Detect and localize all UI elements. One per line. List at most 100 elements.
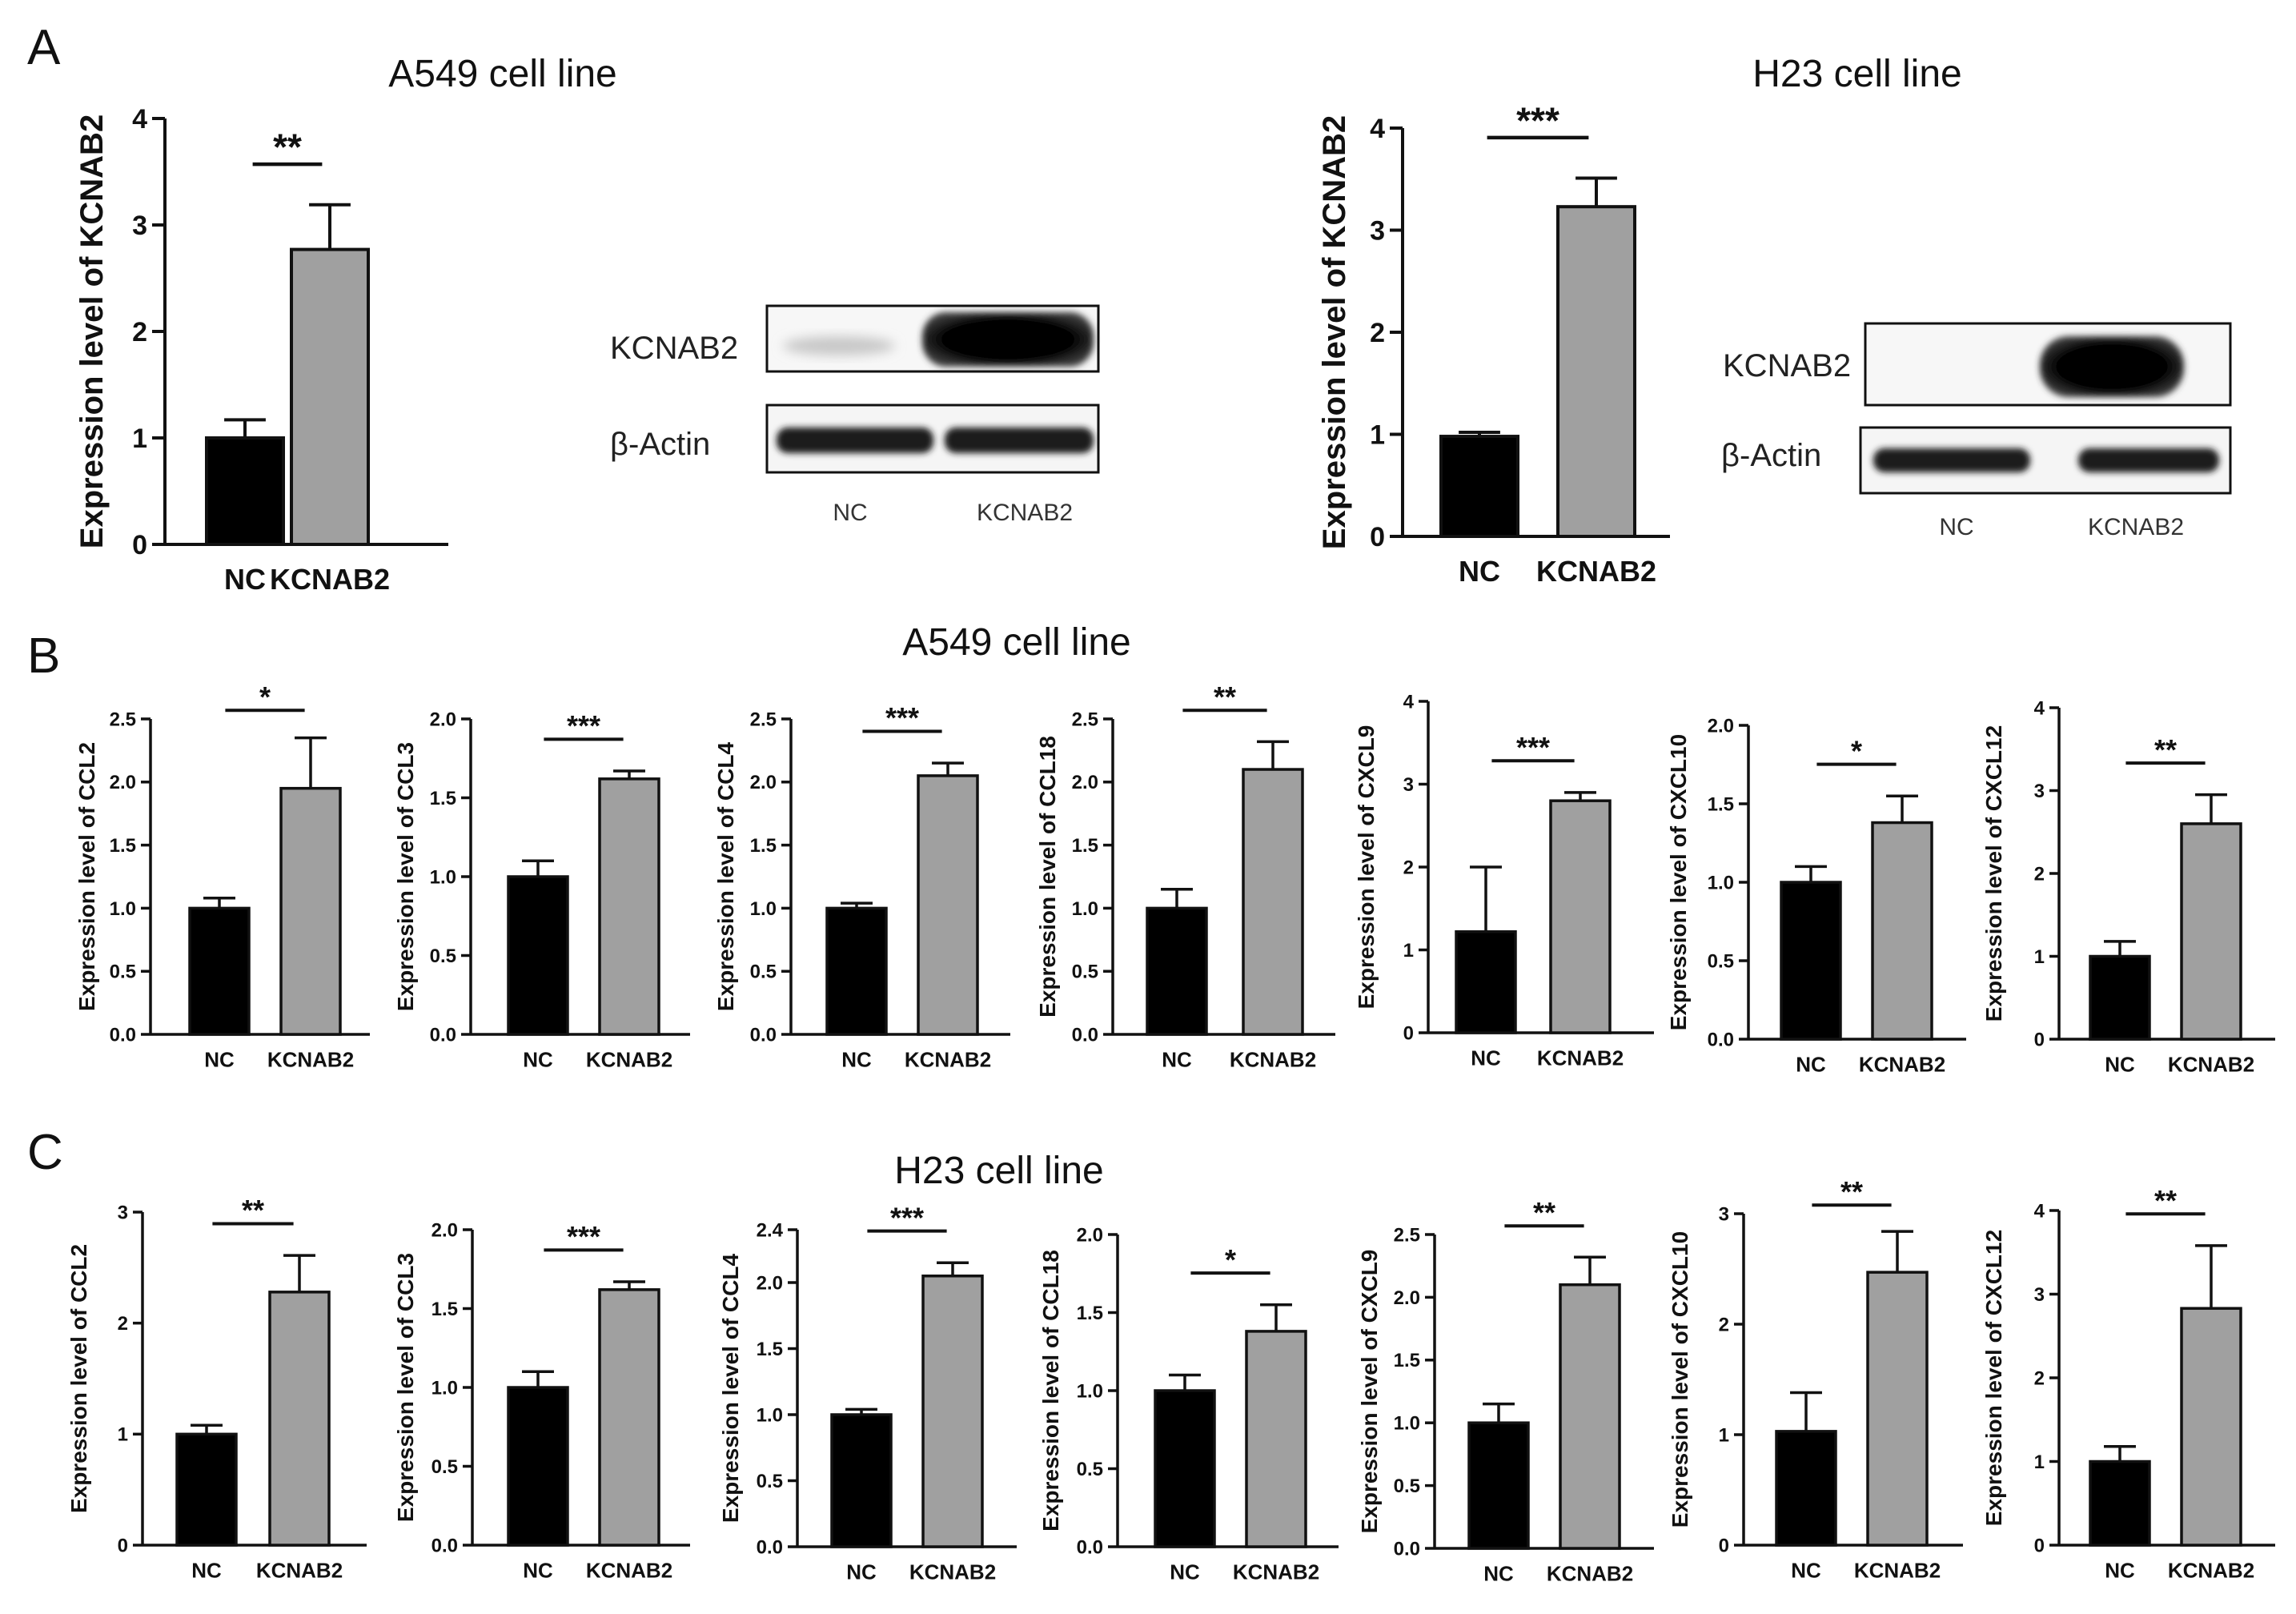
y-tick-label: 2.5 bbox=[1394, 1224, 1420, 1246]
significance-label: ** bbox=[1533, 1196, 1555, 1229]
y-tick-label: 1 bbox=[132, 424, 147, 454]
title-h23-top: H23 cell line bbox=[1752, 53, 1961, 95]
category-label-kcnab2: KCNAB2 bbox=[270, 563, 390, 596]
category-label-kcnab2: KCNAB2 bbox=[1230, 1047, 1316, 1071]
blot-band-kcnab2 bbox=[922, 312, 1094, 367]
y-tick-label: 3 bbox=[1370, 215, 1385, 246]
blot-lane-nc: NC bbox=[1939, 514, 1973, 540]
y-tick-label: 1.5 bbox=[750, 835, 777, 857]
y-tick-label: 1 bbox=[1370, 420, 1385, 450]
bar-kcnab2 bbox=[1871, 821, 1933, 1041]
bar-nc bbox=[825, 906, 888, 1036]
bar-kcnab2 bbox=[1556, 205, 1636, 538]
chart-b-ccl4: 0.0 0.5 1.0 1.5 2.0 2.5 Expression level of CC… bbox=[713, 701, 1010, 1071]
y-tick-label: 4 bbox=[2034, 1200, 2045, 1222]
significance-label: ** bbox=[242, 1194, 264, 1227]
bar-kcnab2 bbox=[1242, 768, 1304, 1036]
significance-label: ** bbox=[1214, 681, 1236, 713]
y-tick-label: 1.0 bbox=[110, 898, 136, 920]
y-tick-label: 0.5 bbox=[1394, 1475, 1420, 1497]
bar-nc bbox=[1455, 929, 1517, 1034]
bar-kcnab2 bbox=[2180, 1307, 2242, 1547]
y-axis-label: Expression level of CXCL9 bbox=[1354, 725, 1379, 1010]
category-label-nc: NC bbox=[846, 1560, 877, 1584]
y-tick-label: 0.0 bbox=[430, 1024, 456, 1046]
y-tick-label: 4 bbox=[2034, 697, 2045, 719]
y-tick-label: 2 bbox=[2034, 1367, 2045, 1389]
y-tick-label: 1.5 bbox=[110, 835, 136, 857]
western-blot-a549: KCNAB2 β-Actin NC KCNAB2 bbox=[610, 304, 1100, 526]
panel-letter-c: C bbox=[27, 1125, 63, 1180]
y-axis-label: Expression level of CCL3 bbox=[393, 742, 418, 1011]
category-label-nc: NC bbox=[1796, 1052, 1826, 1076]
bar-kcnab2 bbox=[921, 1275, 984, 1548]
y-tick-label: 0 bbox=[118, 1535, 128, 1556]
bar-charts: 0 1 2 3 4 Expression level of KCNAB2 NC KCNAB2 *… bbox=[66, 99, 2275, 1585]
chart-b-ccl2: 0.0 0.5 1.0 1.5 2.0 2.5 Expression level of CC… bbox=[74, 681, 370, 1071]
y-tick-label: 1.0 bbox=[750, 898, 777, 920]
category-label-nc: NC bbox=[523, 1047, 553, 1071]
bar-kcnab2 bbox=[917, 774, 979, 1036]
y-axis-label: Expression level of KCNAB2 bbox=[1317, 115, 1352, 549]
y-tick-label: 1.5 bbox=[430, 788, 456, 809]
y-tick-label: 1.5 bbox=[757, 1339, 783, 1360]
y-axis-label: Expression level of CXCL10 bbox=[1666, 734, 1691, 1030]
y-tick-label: 2 bbox=[132, 317, 147, 347]
category-label-nc: NC bbox=[204, 1047, 235, 1071]
y-tick-label: 2 bbox=[1719, 1314, 1729, 1335]
y-tick-label: 3 bbox=[132, 211, 147, 241]
bar-nc bbox=[507, 1386, 569, 1547]
category-label-nc: NC bbox=[191, 1558, 222, 1582]
y-tick-label: 1.5 bbox=[1077, 1303, 1103, 1324]
y-tick-label: 2.5 bbox=[1072, 709, 1098, 730]
y-tick-label: 2.0 bbox=[430, 709, 456, 730]
y-axis-label: Expression level of CXCL9 bbox=[1357, 1250, 1382, 1534]
panel-letter-a: A bbox=[27, 20, 61, 75]
y-tick-label: 0.5 bbox=[430, 946, 456, 967]
significance-label: *** bbox=[1516, 99, 1559, 141]
y-tick-label: 2.5 bbox=[750, 709, 777, 730]
category-label-kcnab2: KCNAB2 bbox=[1233, 1560, 1319, 1584]
y-tick-label: 0.0 bbox=[432, 1535, 458, 1556]
y-tick-label: 0.5 bbox=[1708, 950, 1734, 972]
chart-c-cxcl12: 0 1 2 3 4 Expression level of CXCL12 NC KCNAB2 *… bbox=[1981, 1184, 2275, 1582]
category-label-nc: NC bbox=[2105, 1558, 2135, 1582]
significance-label: *** bbox=[567, 709, 600, 742]
category-label-kcnab2: KCNAB2 bbox=[909, 1560, 996, 1584]
y-tick-label: 4 bbox=[1403, 691, 1415, 713]
y-axis-label: Expression level of CCL3 bbox=[393, 1253, 418, 1522]
y-tick-label: 2.4 bbox=[757, 1219, 784, 1241]
bar-kcnab2 bbox=[598, 1288, 660, 1547]
y-tick-label: 2.0 bbox=[110, 772, 136, 793]
bar-nc bbox=[188, 906, 251, 1036]
blot-lane-kcnab2: KCNAB2 bbox=[2088, 514, 2184, 540]
chart-a-a549: 0 1 2 3 4 Expression level of KCNAB2 NC KCNAB2 *… bbox=[74, 104, 448, 596]
bar-nc bbox=[1146, 906, 1208, 1036]
bar-kcnab2 bbox=[598, 777, 660, 1036]
bar-nc bbox=[205, 436, 285, 546]
category-label-kcnab2: KCNAB2 bbox=[1859, 1052, 1945, 1076]
y-axis-label: Expression level of CCL2 bbox=[74, 742, 99, 1011]
y-tick-label: 2.5 bbox=[110, 709, 136, 730]
blot-band-actin-nc bbox=[1873, 448, 2030, 472]
y-tick-label: 3 bbox=[2034, 781, 2045, 802]
y-tick-label: 1.5 bbox=[432, 1299, 458, 1320]
y-tick-label: 0.0 bbox=[750, 1024, 777, 1046]
title-section-b: A549 cell line bbox=[902, 621, 1131, 664]
y-tick-label: 0.0 bbox=[1708, 1029, 1734, 1050]
y-tick-label: 3 bbox=[2034, 1284, 2045, 1306]
category-label-nc: NC bbox=[1791, 1558, 1821, 1582]
title-section-c: H23 cell line bbox=[894, 1150, 1103, 1192]
category-label-kcnab2: KCNAB2 bbox=[2168, 1052, 2254, 1076]
y-tick-label: 2 bbox=[1403, 857, 1414, 878]
chart-c-ccl18: 0.0 0.5 1.0 1.5 2.0 Expression level of CCL18… bbox=[1038, 1224, 1339, 1584]
y-tick-label: 1.5 bbox=[1072, 835, 1098, 857]
y-tick-label: 4 bbox=[1370, 114, 1385, 144]
bar-nc bbox=[1775, 1430, 1837, 1547]
chart-a-h23: 0 1 2 3 4 Expression level of KCNAB2 NC KCNAB2 *… bbox=[1317, 99, 1670, 588]
category-label-kcnab2: KCNAB2 bbox=[1547, 1561, 1633, 1585]
y-tick-label: 3 bbox=[118, 1202, 128, 1223]
category-label-nc: NC bbox=[1483, 1561, 1514, 1585]
bar-kcnab2 bbox=[290, 247, 370, 546]
bar-nc bbox=[1467, 1421, 1530, 1550]
